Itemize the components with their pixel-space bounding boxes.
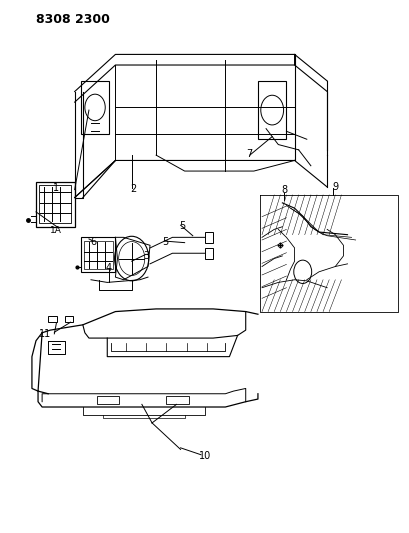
Bar (81, 81, 109, 134)
Bar (81, 237, 115, 272)
Text: 10: 10 (198, 451, 211, 461)
Bar (83, 240, 112, 269)
Bar (166, 397, 188, 405)
Bar (97, 397, 119, 405)
Text: 11: 11 (39, 329, 52, 339)
Bar (64, 316, 73, 322)
Text: 9: 9 (331, 182, 337, 192)
Text: 8: 8 (281, 184, 287, 195)
Bar (204, 248, 213, 259)
Text: 2: 2 (130, 183, 137, 193)
Text: 3: 3 (143, 251, 148, 261)
Text: 5: 5 (162, 237, 168, 247)
Bar (204, 232, 213, 243)
Text: 1: 1 (53, 183, 59, 193)
Text: 5: 5 (179, 221, 185, 231)
Text: 7: 7 (246, 149, 252, 159)
Text: 1A: 1A (50, 227, 62, 236)
Bar (39, 185, 71, 223)
Text: 8308 2300: 8308 2300 (36, 13, 110, 27)
Text: 4: 4 (105, 263, 111, 273)
Bar (257, 81, 286, 139)
Bar (36, 182, 74, 227)
Bar (48, 316, 57, 322)
Text: 6: 6 (90, 237, 96, 247)
